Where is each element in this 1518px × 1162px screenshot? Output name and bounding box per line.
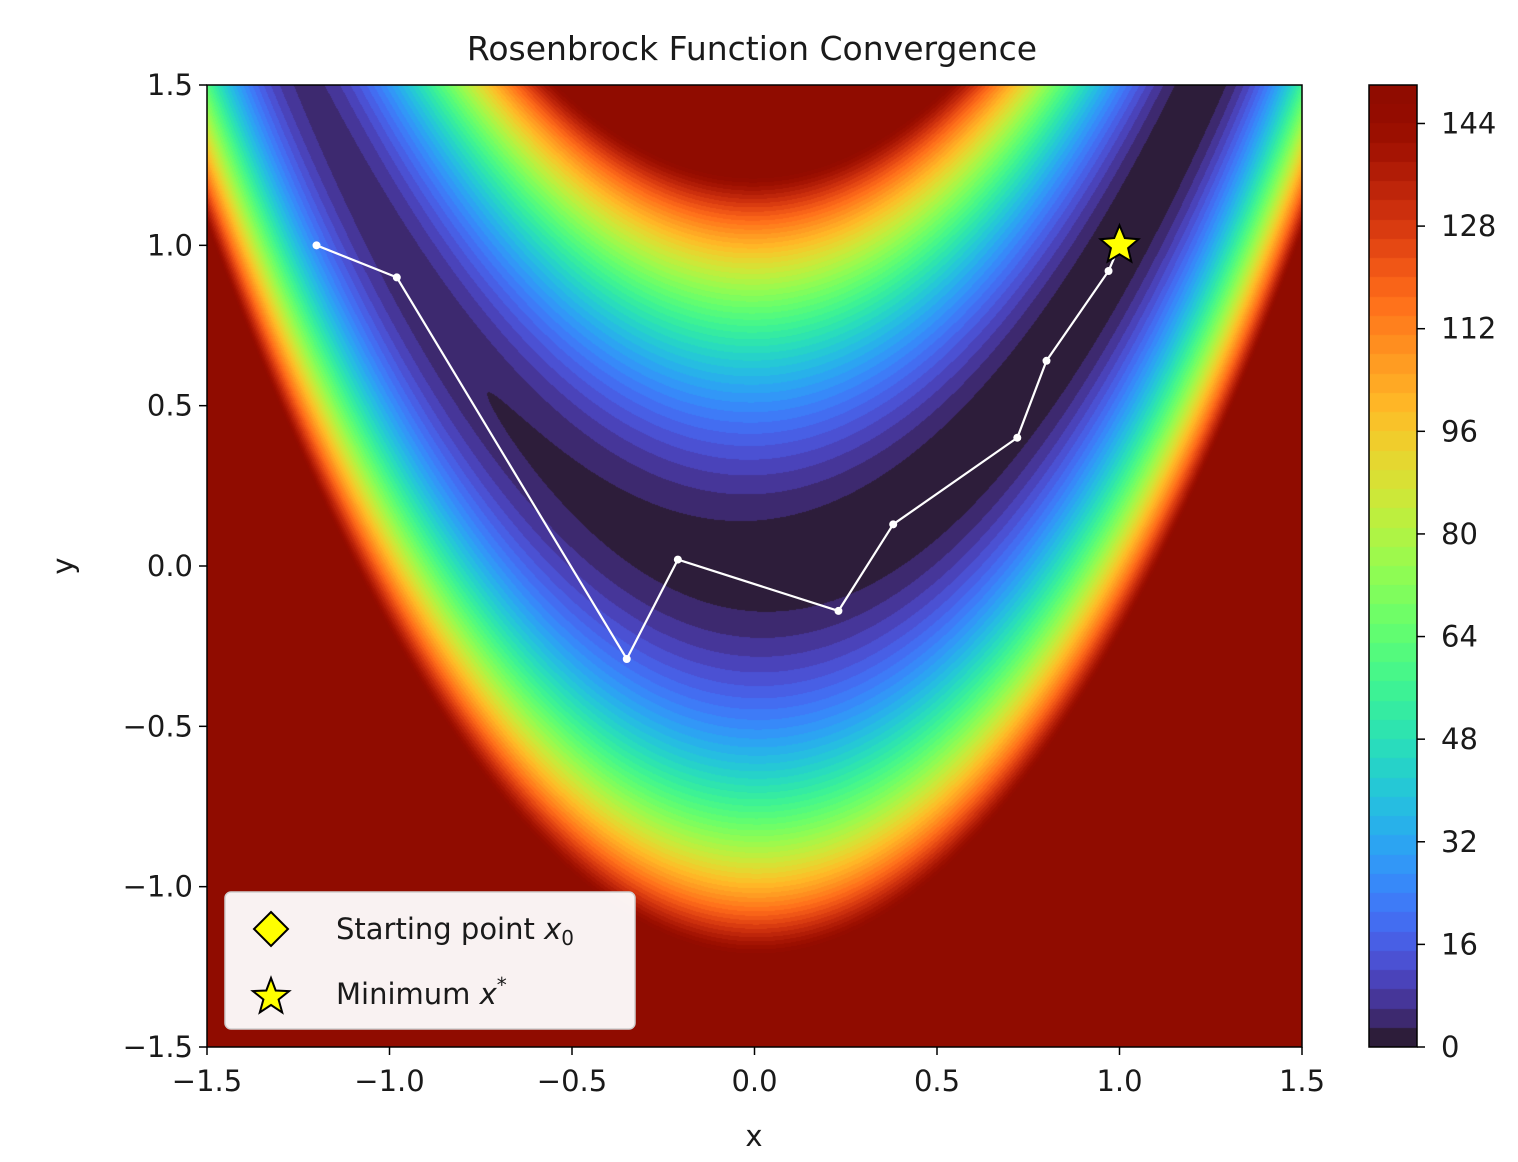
x-tick-label: −0.5 [537,1064,607,1098]
x-tick-label: 0.5 [914,1064,960,1098]
colorbar-tick-label: 80 [1441,517,1478,551]
y-axis-label: y [46,557,80,574]
minimum-star-marker [1098,222,1141,264]
path-point [673,555,682,564]
legend-minimum-math: x [479,977,498,1011]
legend-box [224,891,636,1030]
x-tick-label: 0.0 [731,1064,777,1098]
legend-start-math: x [543,912,562,946]
path-point [1104,266,1113,275]
colorbar-tick-label: 48 [1441,722,1478,756]
convergence-path [316,244,1121,662]
colorbar-tick-label: 144 [1441,106,1496,140]
y-tick-label: −1.0 [123,870,193,904]
y-tick-label: 0.5 [147,389,193,423]
colorbar-gradient [1369,85,1417,1047]
colorbar-frame [1368,84,1418,1048]
x-axis: −1.5 −1.0 −0.5 0.0 0.5 1.0 1.5 [172,1047,1325,1098]
colorbar-tick-label: 16 [1441,927,1478,961]
colorbar-tick-label: 96 [1441,414,1478,448]
legend-minimum-superscript: * [497,973,507,997]
y-tick-label: 0.0 [147,549,193,583]
colorbar-tick-label: 128 [1441,209,1496,243]
path-point [1042,356,1051,365]
colorbar-tick-label: 64 [1441,620,1478,654]
y-tick-label: −0.5 [123,709,193,743]
legend-entry-start: Starting point x0 [336,912,574,950]
diamond-icon [252,910,290,948]
x-tick-label: −1.0 [354,1064,424,1098]
star-icon [250,975,292,1015]
x-tick-label: −1.5 [172,1064,242,1098]
legend-minimum-label: Minimum [336,977,480,1011]
colorbar-tick-label: 32 [1441,825,1478,859]
legend-start-subscript: 0 [561,926,574,950]
path-point [834,606,843,615]
x-tick-label: 1.5 [1279,1064,1325,1098]
x-axis-label: x [745,1119,762,1153]
colorbar: 0 16 32 48 64 80 96 112 128 144 [1368,84,1496,1064]
chart-title: Rosenbrock Function Convergence [467,29,1037,68]
path-point [1013,433,1022,442]
path-point [312,241,321,250]
x-tick-label: 1.0 [1096,1064,1142,1098]
legend-entry-minimum: Minimum x* [336,973,507,1011]
y-axis: 1.5 1.0 0.5 0.0 −0.5 −1.0 −1.5 [123,68,207,1064]
legend-start-label: Starting point [336,912,544,946]
y-tick-label: 1.5 [147,68,193,102]
colorbar-tick-label: 112 [1441,312,1496,346]
path-point [889,520,898,529]
path-point [392,273,401,282]
path-point [622,654,631,663]
legend: Starting point x0 Minimum x* [224,891,636,1030]
y-tick-label: −1.5 [123,1030,193,1064]
y-tick-label: 1.0 [147,228,193,262]
colorbar-tick-label: 0 [1441,1030,1459,1064]
